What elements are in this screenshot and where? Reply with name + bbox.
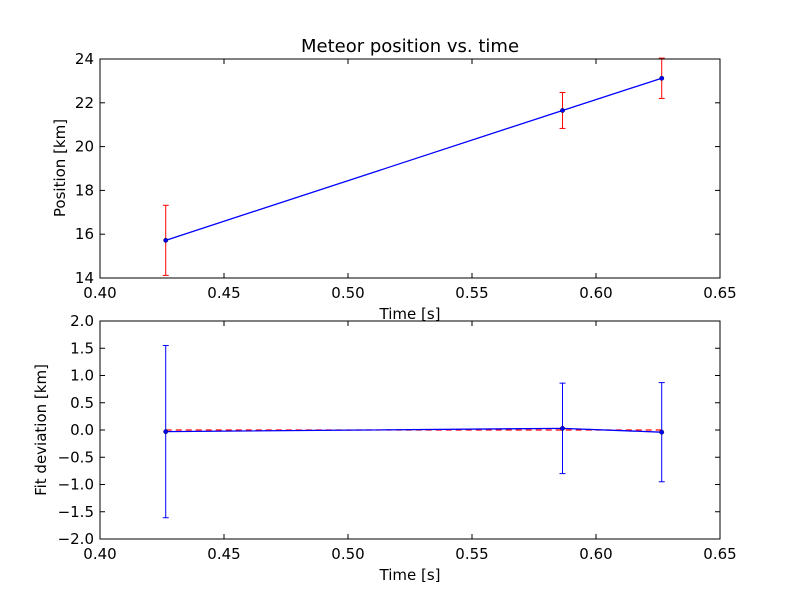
x-axis-label: Time [s] [379,305,441,323]
y-tick-label: 16 [75,225,94,243]
y-axis-label: Fit deviation [km] [32,364,50,496]
x-tick-label: 0.60 [579,284,612,302]
y-tick-label: −1.0 [58,476,94,494]
data-point [659,75,665,81]
x-tick-label: 0.50 [331,545,364,563]
y-tick-label: 2.0 [70,312,94,330]
x-tick-label: 0.40 [83,284,116,302]
x-tick-label: 0.65 [703,284,736,302]
x-axis-label: Time [s] [379,566,441,584]
x-tick-label: 0.65 [703,545,736,563]
x-tick-label: 0.55 [455,545,488,563]
y-tick-label: −2.0 [58,530,94,548]
y-tick-label: 18 [75,181,94,199]
position-panel: Meteor position vs. time 0.40 0.45 0.50 0.5… [51,36,737,323]
data-point [560,425,565,431]
y-tick-label: 0.0 [70,421,94,439]
x-tick-label: 0.45 [207,545,240,563]
series-line [165,77,662,241]
x-tick-label: 0.55 [455,284,488,302]
x-tick-label: 0.50 [331,284,364,302]
y-tick-label: 1.5 [70,339,94,357]
x-tick-label: 0.60 [579,545,612,563]
x-tick-label: 0.45 [207,284,240,302]
y-tick-label: −0.5 [58,448,94,466]
deviation-panel: 0.40 0.45 0.50 0.55 0.60 0.65 −2.0 −1.5 −1.0 −0.5… [32,312,737,584]
y-tick-label: 14 [75,269,94,287]
y-tick-label: 24 [75,50,94,68]
data-point [560,108,565,113]
y-tick-label: 0.5 [70,394,94,412]
y-axis-label: Position [km] [51,119,69,217]
data-point [163,237,169,243]
data-point [163,429,169,435]
y-tick-label: 22 [75,94,94,112]
axes-frame [99,58,721,279]
x-tick-label: 0.40 [83,545,116,563]
y-tick-label: −1.5 [58,503,94,521]
y-tick-label: 20 [75,138,94,156]
y-tick-label: 1.0 [70,367,94,385]
data-point [659,429,665,435]
chart-title: Meteor position vs. time [301,36,519,57]
